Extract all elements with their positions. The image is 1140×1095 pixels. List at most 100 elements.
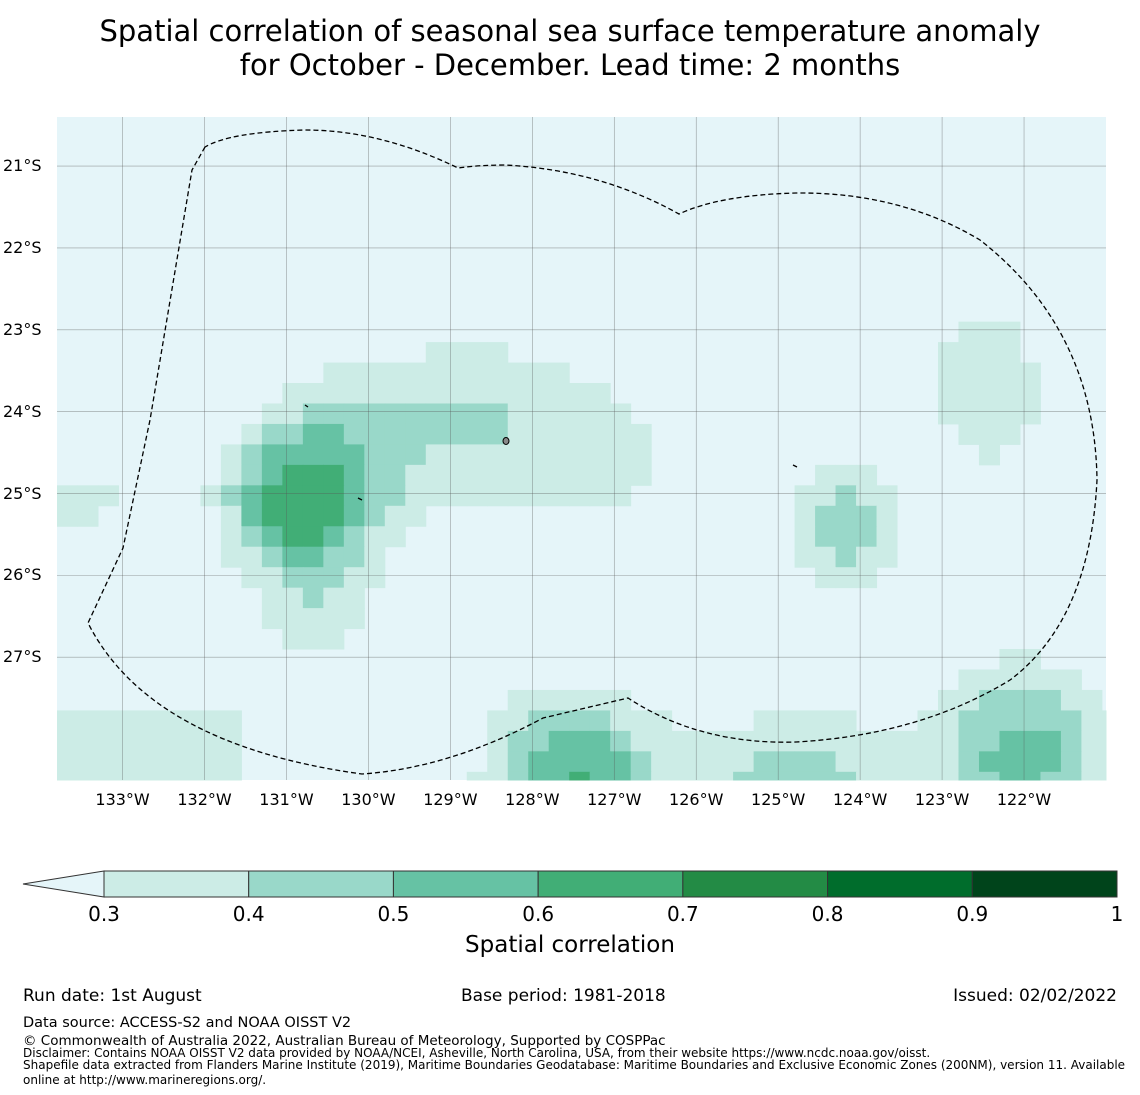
correlation-cell [384, 403, 406, 425]
correlation-cell [77, 710, 99, 732]
correlation-cell [384, 464, 406, 486]
correlation-cell [261, 608, 283, 630]
latitude-label: 22°S [3, 237, 42, 257]
correlation-cell [999, 321, 1021, 343]
longitude-label: 126°W [669, 790, 724, 809]
correlation-cell [589, 771, 611, 781]
correlation-cell [425, 444, 447, 466]
correlation-cell [589, 751, 611, 773]
correlation-cell [1081, 730, 1103, 752]
correlation-cell [384, 444, 406, 466]
correlation-cell [815, 505, 837, 527]
correlation-cell [57, 710, 78, 732]
correlation-cell [323, 444, 345, 466]
correlation-cell [630, 730, 652, 752]
correlation-cell [876, 485, 898, 507]
correlation-cell [938, 342, 959, 364]
correlation-cell [692, 751, 714, 773]
correlation-cell [897, 730, 919, 752]
correlation-cell [364, 383, 386, 404]
correlation-cell [917, 710, 939, 732]
correlation-cell [569, 444, 591, 466]
correlation-cell [651, 730, 673, 752]
correlation-cell [466, 423, 488, 445]
correlation-cell [815, 771, 837, 781]
correlation-cell [118, 751, 140, 773]
correlation-cell [589, 403, 611, 425]
correlation-cell [1040, 730, 1062, 752]
correlation-cell [282, 587, 304, 609]
correlation-cell [507, 771, 529, 781]
correlation-cell [958, 423, 980, 445]
correlation-cell [384, 485, 406, 507]
correlation-cell [138, 710, 160, 732]
correlation-cell [815, 546, 837, 568]
correlation-cell [630, 710, 652, 732]
correlation-cell [589, 730, 611, 752]
correlation-cell [835, 751, 857, 773]
correlation-cell [856, 751, 878, 773]
correlation-cell [507, 751, 529, 773]
correlation-cell [57, 771, 78, 781]
correlation-cell [343, 403, 365, 425]
latitude-label: 25°S [3, 483, 42, 503]
correlation-cell [630, 751, 652, 773]
correlation-cell [958, 751, 980, 773]
correlation-cell [876, 505, 898, 527]
correlation-cell [876, 730, 898, 752]
correlation-cell [589, 710, 611, 732]
correlation-cell [507, 423, 529, 445]
correlation-cell [712, 751, 734, 773]
correlation-cell [876, 526, 898, 548]
correlation-cell [261, 526, 283, 548]
disclaimer: Disclaimer: Contains NOAA OISST V2 data … [23, 1046, 931, 1060]
correlation-cell [1101, 710, 1107, 732]
correlation-cell [220, 751, 242, 773]
correlation-cell [323, 505, 345, 527]
correlation-cell [425, 485, 447, 507]
correlation-cell [466, 464, 488, 486]
correlation-cell [938, 751, 959, 773]
correlation-cell [343, 383, 365, 404]
correlation-cell [405, 423, 427, 445]
correlation-cell [179, 771, 201, 781]
island-oeno [304, 404, 309, 408]
correlation-cell [138, 730, 160, 752]
correlation-cell [938, 362, 959, 384]
correlation-cell [856, 526, 878, 548]
correlation-cell [692, 771, 714, 781]
correlation-cell [302, 403, 324, 425]
correlation-cell [97, 485, 119, 507]
correlation-cell [507, 730, 529, 752]
correlation-cell [364, 526, 386, 548]
correlation-cell [57, 505, 78, 527]
correlation-cell [753, 710, 775, 732]
correlation-cell [220, 546, 242, 568]
correlation-cell [118, 730, 140, 752]
correlation-cell [733, 730, 755, 752]
colorbar-segment [971, 870, 1118, 898]
correlation-cell [323, 608, 345, 630]
correlation-cell [1019, 649, 1041, 670]
correlation-cell [446, 444, 468, 466]
correlation-cell [1019, 771, 1041, 781]
correlation-cell [958, 342, 980, 364]
correlation-cell [507, 464, 529, 486]
title-line-2: for October - December. Lead time: 2 mon… [239, 48, 901, 82]
colorbar-segment [392, 870, 539, 898]
correlation-cell [1101, 751, 1107, 773]
correlation-cell [876, 751, 898, 773]
longitude-label: 123°W [914, 790, 970, 809]
correlation-cell [794, 505, 816, 527]
correlation-cell [774, 730, 796, 752]
correlation-cell [569, 485, 591, 507]
correlation-cell [978, 444, 1000, 466]
correlation-cell [938, 689, 959, 711]
correlation-cell [774, 771, 796, 781]
correlation-cell [671, 771, 693, 781]
correlation-cell [692, 730, 714, 752]
correlation-cell [815, 464, 837, 486]
correlation-cell [1101, 771, 1107, 781]
correlation-cell [856, 730, 878, 752]
